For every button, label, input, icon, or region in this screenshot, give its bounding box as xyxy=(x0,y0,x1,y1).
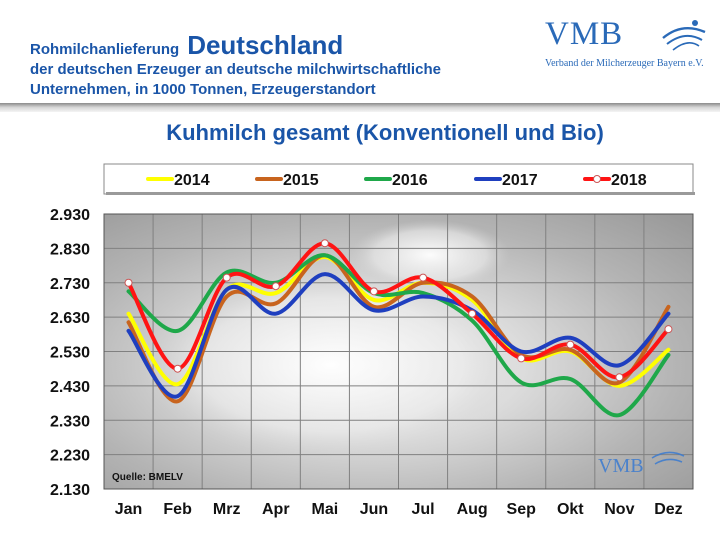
watermark-logo: VMB xyxy=(598,455,644,477)
watermark-cow-icon xyxy=(651,451,685,465)
y-tick-label: 2.930 xyxy=(50,207,90,224)
series-line-2016 xyxy=(126,253,671,418)
x-tick-label: Apr xyxy=(262,501,290,518)
series-point-2018 xyxy=(468,309,477,318)
header-country: Deutschland xyxy=(187,30,344,60)
x-tick-label: Sep xyxy=(507,501,537,518)
header-subtitle: Rohmilchanlieferung xyxy=(30,41,180,58)
plot-border xyxy=(103,213,694,490)
x-tick-label: Mrz xyxy=(213,501,241,518)
y-tick-label: 2.430 xyxy=(50,379,90,396)
source-label: Quelle: BMELV xyxy=(112,472,183,483)
y-tick-label: 2.330 xyxy=(50,413,90,430)
x-tick-label: Mai xyxy=(312,501,339,518)
y-tick-label: 2.630 xyxy=(50,310,90,327)
legend-marker-2018 xyxy=(593,175,601,183)
logo-subtitle: Verband der Milcherzeuger Bayern e.V. xyxy=(545,58,704,69)
milk-splash-top-decor xyxy=(350,220,510,290)
x-tick-label: Jul xyxy=(411,501,434,518)
legend: 2014 2015 2016 2017 2018 xyxy=(103,163,695,195)
legend-label-2018: 2018 xyxy=(611,172,647,189)
vmb-logo: VMB Verband der Milcherzeuger Bayern e.V… xyxy=(545,16,715,74)
cow-logo-icon xyxy=(662,20,706,51)
y-tick-label: 2.130 xyxy=(50,482,90,499)
series-point-2018 xyxy=(222,273,231,282)
legend-label-2015: 2015 xyxy=(283,172,319,189)
x-tick-label: Nov xyxy=(604,501,634,518)
legend-label-2014: 2014 xyxy=(174,172,210,189)
x-tick-label: Jan xyxy=(115,501,143,518)
logo-text: VMB xyxy=(545,16,624,52)
y-tick-label: 2.530 xyxy=(50,345,90,362)
x-tick-label: Aug xyxy=(457,501,488,518)
series-point-2018 xyxy=(369,287,378,296)
y-tick-label: 2.830 xyxy=(50,241,90,258)
chart-title: Kuhmilch gesamt (Konventionell und Bio) xyxy=(166,120,604,145)
y-tick-label: 2.230 xyxy=(50,448,90,465)
header-divider xyxy=(0,103,720,112)
series-point-2018 xyxy=(320,239,329,248)
series-line-2017 xyxy=(126,272,671,399)
series-point-2018 xyxy=(419,273,428,282)
series-point-2018 xyxy=(124,278,133,287)
series-point-2018 xyxy=(664,325,673,334)
header-line-1: Rohmilchanlieferung Deutschland xyxy=(30,30,343,61)
series-point-2018 xyxy=(271,282,280,291)
header-line-2: der deutschen Erzeuger an deutsche milch… xyxy=(30,61,441,78)
series-line-2015 xyxy=(126,253,671,404)
legend-label-2016: 2016 xyxy=(392,172,428,189)
series-point-2018 xyxy=(517,354,526,363)
plot-area xyxy=(103,213,694,490)
header-line-3: Unternehmen, in 1000 Tonnen, Erzeugersta… xyxy=(30,81,376,98)
x-tick-label: Dez xyxy=(654,501,682,518)
legend-label-2017: 2017 xyxy=(502,172,538,189)
x-tick-label: Feb xyxy=(163,501,192,518)
series-point-2018 xyxy=(566,340,575,349)
x-tick-label: Okt xyxy=(557,501,584,518)
series-point-2018 xyxy=(173,364,182,373)
legend-shadow xyxy=(106,192,695,195)
y-tick-label: 2.730 xyxy=(50,276,90,293)
x-tick-label: Jun xyxy=(360,501,388,518)
series-point-2018 xyxy=(615,373,624,382)
header-description: der deutschen Erzeuger an deutsche milch… xyxy=(30,60,441,100)
